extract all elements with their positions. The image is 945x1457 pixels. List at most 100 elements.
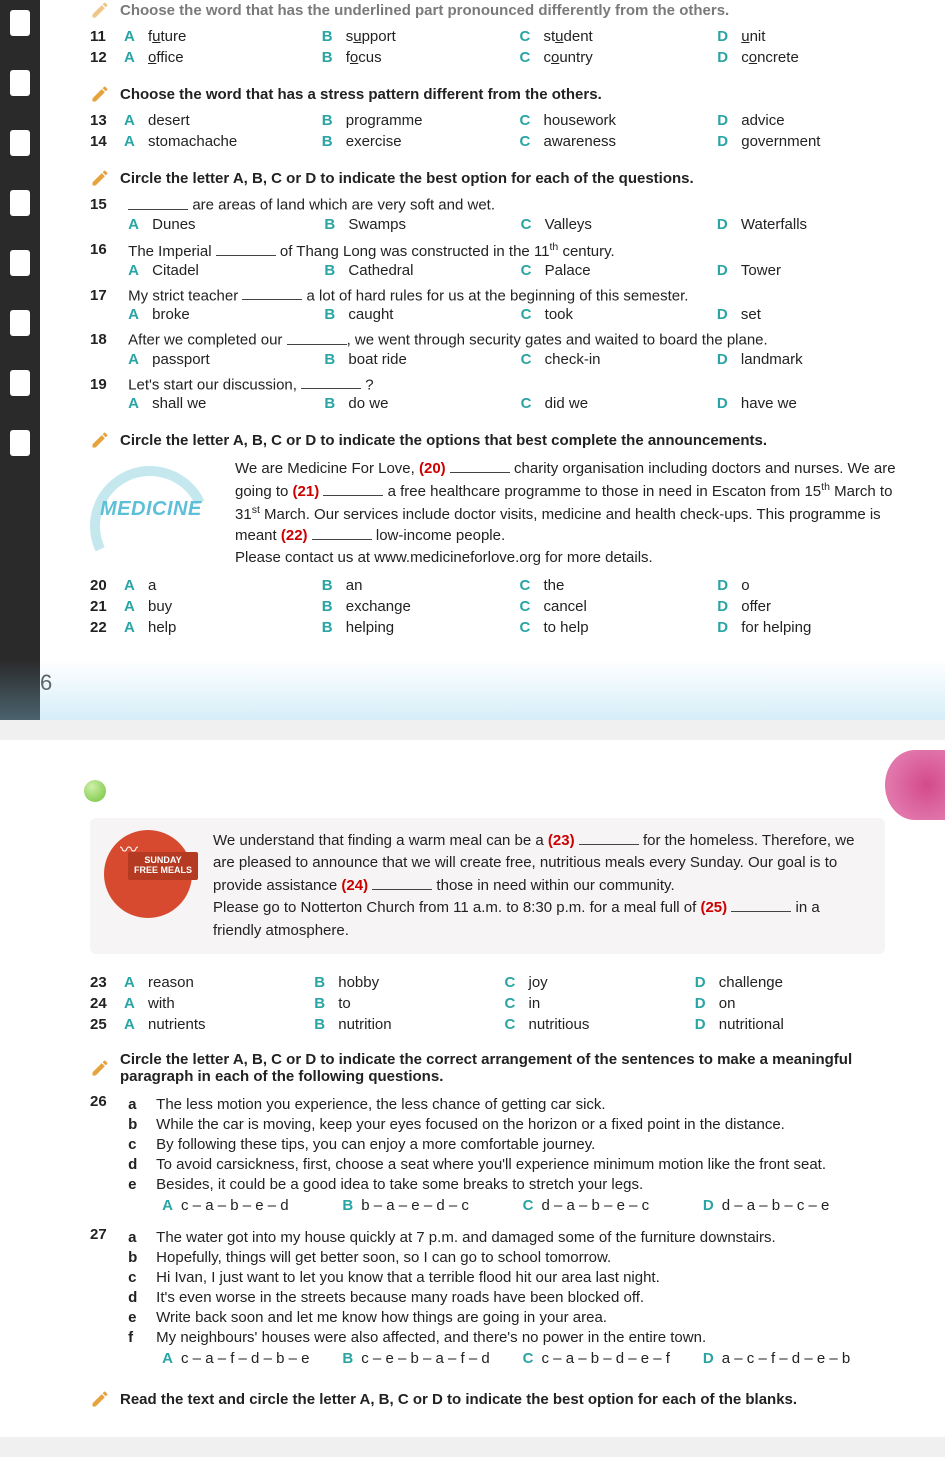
q15-D[interactable]: DWaterfalls [717,216,913,233]
q27-B[interactable]: Bc – e – b – a – f – d [342,1350,522,1367]
instruction-best-option: Circle the letter A, B, C or D to indica… [90,168,915,188]
q11-D[interactable]: Dunit [717,28,915,45]
q14-B[interactable]: Bexercise [322,133,520,150]
q27: 27 aThe water got into my house quickly … [90,1226,885,1371]
q21-C[interactable]: Ccancel [520,598,718,615]
q-num: 27 [90,1226,124,1243]
q16-D[interactable]: DTower [717,262,913,279]
medicine-label: MEDICINE [100,498,202,521]
page-number: 6 [40,670,52,696]
q15-text: are areas of land which are very soft an… [128,196,913,214]
q26-D[interactable]: Dd – a – b – c – e [703,1197,883,1214]
q11-B[interactable]: Bsupport [322,28,520,45]
q15-A[interactable]: ADunes [128,216,324,233]
blank-24: (24) [341,877,368,894]
q11-C[interactable]: Cstudent [520,28,718,45]
q27-a: aThe water got into my house quickly at … [128,1229,883,1246]
q24-A[interactable]: Awith [124,995,314,1012]
q23-B[interactable]: Bhobby [314,974,504,991]
q25: 25 Anutrients Bnutrition Cnutritious Dnu… [90,1016,885,1033]
q23-C[interactable]: Cjoy [505,974,695,991]
q17-text: My strict teacher a lot of hard rules fo… [128,287,913,305]
q19-D[interactable]: Dhave we [717,395,913,412]
q17-A[interactable]: Abroke [128,306,324,323]
q22-B[interactable]: Bhelping [322,619,520,636]
q13-A[interactable]: Adesert [124,112,322,129]
q22-D[interactable]: Dfor helping [717,619,915,636]
blank-25: (25) [700,899,727,916]
q22-A[interactable]: Ahelp [124,619,322,636]
q14-A[interactable]: Astomachache [124,133,322,150]
q15-B[interactable]: BSwamps [324,216,520,233]
q25-C[interactable]: Cnutritious [505,1016,695,1033]
q13: 13 Adesert Bprogramme Chousework Dadvice [90,112,915,129]
q25-B[interactable]: Bnutrition [314,1016,504,1033]
q27-c: cHi Ivan, I just want to let you know th… [128,1269,883,1286]
q27-C[interactable]: Cc – a – b – d – e – f [523,1350,703,1367]
q21-A[interactable]: Abuy [124,598,322,615]
q-num: 20 [90,577,124,594]
q11-A[interactable]: Afuture [124,28,322,45]
q19-text: Let's start our discussion, ? [128,376,913,394]
pink-decor [885,750,945,820]
q23-A[interactable]: Areason [124,974,314,991]
q19: 19 Let's start our discussion, ? Ashall … [90,376,915,413]
q12-C[interactable]: Ccountry [520,49,718,66]
blank-21: (21) [293,483,320,500]
q12-D[interactable]: Dconcrete [717,49,915,66]
q19-A[interactable]: Ashall we [128,395,324,412]
q-num: 18 [90,331,124,348]
q15-C[interactable]: CValleys [521,216,717,233]
q21-B[interactable]: Bexchange [322,598,520,615]
blank-22: (22) [281,527,308,544]
blank-23: (23) [548,832,575,849]
q19-C[interactable]: Cdid we [521,395,717,412]
pencil-icon [90,1058,110,1078]
q12-A[interactable]: Aoffice [124,49,322,66]
q21: 21 Abuy Bexchange Ccancel Doffer [90,598,915,615]
q27-D[interactable]: Da – c – f – d – e – b [703,1350,883,1367]
passage-text: We understand that finding a warm meal c… [213,830,871,943]
q13-D[interactable]: Dadvice [717,112,915,129]
passage-text: We are Medicine For Love, (20) charity o… [235,458,915,569]
q14-D[interactable]: Dgovernment [717,133,915,150]
q16-A[interactable]: ACitadel [128,262,324,279]
pencil-icon [90,0,110,20]
q-num: 21 [90,598,124,615]
q22-C[interactable]: Cto help [520,619,718,636]
q24-C[interactable]: Cin [505,995,695,1012]
q20-C[interactable]: Cthe [520,577,718,594]
q14-C[interactable]: Cawareness [520,133,718,150]
q18-B[interactable]: Bboat ride [324,351,520,368]
q20-B[interactable]: Ban [322,577,520,594]
q13-C[interactable]: Chousework [520,112,718,129]
q25-A[interactable]: Anutrients [124,1016,314,1033]
q20-D[interactable]: Do [717,577,915,594]
q24-B[interactable]: Bto [314,995,504,1012]
film-edge [0,0,40,720]
q25-D[interactable]: Dnutritional [695,1016,885,1033]
q26-A[interactable]: Ac – a – b – e – d [162,1197,342,1214]
q16-B[interactable]: BCathedral [324,262,520,279]
q18-A[interactable]: Apassport [128,351,324,368]
q17-D[interactable]: Dset [717,306,913,323]
q23-D[interactable]: Dchallenge [695,974,885,991]
q18-D[interactable]: Dlandmark [717,351,913,368]
q-num: 15 [90,196,124,213]
q-num: 25 [90,1016,124,1033]
q19-B[interactable]: Bdo we [324,395,520,412]
instruction-pronunciation: Choose the word that has the underlined … [90,0,915,20]
q13-B[interactable]: Bprogramme [322,112,520,129]
q26-C[interactable]: Cd – a – b – e – c [523,1197,703,1214]
q26-B[interactable]: Bb – a – e – d – c [342,1197,522,1214]
q18-C[interactable]: Ccheck-in [521,351,717,368]
q17-B[interactable]: Bcaught [324,306,520,323]
q12-B[interactable]: Bfocus [322,49,520,66]
q24-D[interactable]: Don [695,995,885,1012]
q15: 15 are areas of land which are very soft… [90,196,915,233]
q27-A[interactable]: Ac – a – f – d – b – e [162,1350,342,1367]
q27-b: bHopefully, things will get better soon,… [128,1249,883,1266]
q16-C[interactable]: CPalace [521,262,717,279]
q21-D[interactable]: Doffer [717,598,915,615]
q17-C[interactable]: Ctook [521,306,717,323]
